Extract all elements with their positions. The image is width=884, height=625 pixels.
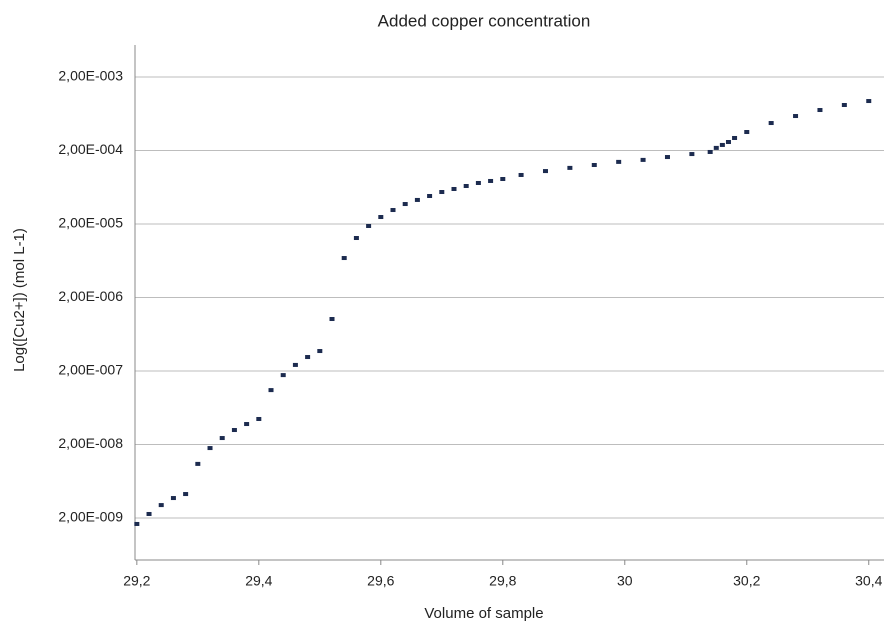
point [414,197,420,202]
point [207,446,213,451]
y-tick-label: 2,00E-007 [58,362,123,378]
x-tick-label: 30,4 [855,573,882,589]
point [591,163,597,168]
y-tick-label: 2,00E-004 [58,141,123,157]
point [353,236,359,241]
point [170,496,176,501]
point [451,186,457,191]
point [768,121,774,126]
y-tick-label: 2,00E-006 [58,288,123,304]
y-tick-label: 2,00E-008 [58,435,123,451]
point [713,145,719,150]
point [146,511,152,516]
point [719,142,725,147]
point [256,416,262,421]
point [427,193,433,198]
point [567,165,573,170]
point [341,256,347,261]
point [793,114,799,119]
point [183,492,189,497]
y-tick-label: 2,00E-009 [58,509,123,525]
point [292,362,298,367]
point [195,461,201,466]
point [244,422,250,427]
y-tick-label: 2,00E-003 [58,68,123,84]
point [329,317,335,322]
point [689,152,695,157]
point [707,149,713,154]
point [841,102,847,107]
x-tick-label: 29,6 [367,573,394,589]
y-tick-label: 2,00E-005 [58,215,123,231]
point [219,436,225,441]
point [158,503,164,508]
point [280,373,286,378]
x-tick-label: 29,2 [123,573,150,589]
x-tick-label: 30,2 [733,573,760,589]
point [463,183,469,188]
point [725,140,731,145]
y-axis-label: Log([Cu2+]) (mol L-1) [11,228,28,372]
point [518,172,524,177]
x-axis-label: Volume of sample [424,605,543,622]
x-tick-label: 29,8 [489,573,516,589]
point [866,99,872,104]
point [500,177,506,182]
point [305,355,311,360]
chart-title: Added copper concentration [378,11,591,30]
point [231,428,237,433]
point [640,157,646,162]
point [268,388,274,393]
point [475,180,481,185]
point [439,190,445,195]
x-tick-label: 29,4 [245,573,272,589]
point [378,215,384,220]
point [134,521,140,526]
point [744,130,750,135]
point [366,223,372,228]
point [488,178,494,183]
point [542,169,548,174]
point [664,155,670,160]
point [317,349,323,354]
x-tick-label: 30 [617,573,633,589]
point [616,159,622,164]
point [390,208,396,213]
point [402,202,408,207]
point [732,135,738,140]
point [817,108,823,113]
